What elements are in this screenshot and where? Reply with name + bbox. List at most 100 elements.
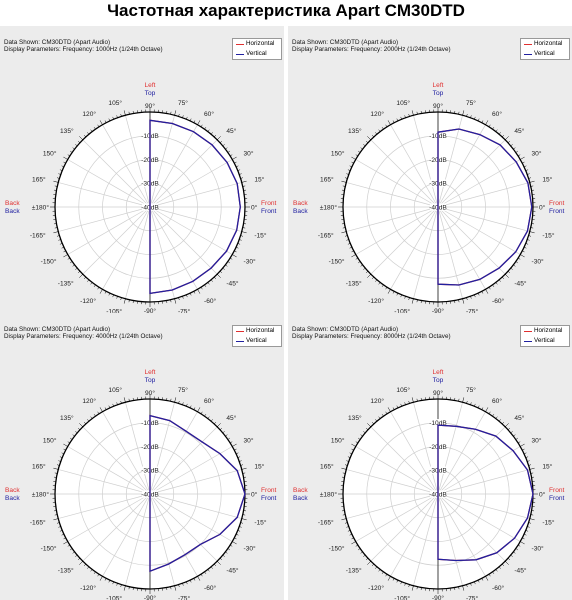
angle-tick — [178, 584, 180, 588]
angle-tick — [510, 431, 513, 434]
angle-tick — [488, 124, 491, 128]
angle-tick — [510, 144, 513, 147]
angle-tick — [53, 467, 59, 470]
angle-tick — [458, 398, 460, 402]
angle-tick — [213, 276, 217, 280]
angle-label: 105° — [396, 99, 410, 107]
angle-tick — [200, 411, 203, 415]
angle-tick — [408, 584, 410, 588]
angle-label: 45° — [226, 127, 236, 135]
angle-tick — [365, 270, 369, 274]
angle-tick — [371, 134, 375, 138]
angle-tick — [69, 261, 73, 264]
angle-tick — [411, 397, 414, 403]
angle-tick — [357, 261, 361, 264]
angle-tick — [477, 118, 480, 122]
angle-tick — [488, 573, 491, 577]
angle-tick — [510, 554, 513, 557]
angle-tick — [346, 173, 349, 175]
angle-label: 120° — [370, 397, 384, 405]
legend-item-horizontal: Horizontal — [233, 327, 281, 336]
angle-tick — [507, 270, 511, 274]
angle-label: 105° — [108, 99, 122, 107]
angle-tick — [77, 270, 81, 274]
angle-tick — [515, 437, 519, 440]
angle-label: 165° — [32, 462, 46, 470]
direction-label-left: Left — [433, 369, 444, 376]
angle-tick — [116, 583, 118, 586]
angle-tick — [400, 403, 402, 407]
angle-tick — [108, 579, 111, 583]
angle-tick — [189, 292, 192, 296]
angle-tick — [213, 134, 217, 138]
angle-tick — [63, 254, 68, 258]
legend-swatch — [524, 341, 532, 342]
angle-tick — [355, 257, 359, 260]
angle-tick — [240, 522, 244, 524]
polar-chart-panel: Data Shown: CM30DTD (Apart Audio) Display… — [288, 313, 572, 600]
angle-tick — [474, 403, 476, 407]
angle-tick — [523, 452, 527, 455]
angle-label: -90° — [144, 594, 157, 600]
angle-tick — [90, 416, 93, 419]
angle-tick — [341, 180, 347, 183]
angle-label: 15° — [254, 462, 264, 470]
angle-label: ±180° — [320, 203, 338, 211]
angle-tick — [375, 132, 378, 135]
angle-tick — [53, 180, 59, 183]
angle-tick — [400, 581, 402, 585]
angle-tick — [527, 460, 530, 462]
angle-tick — [378, 416, 381, 419]
angle-tick — [522, 161, 525, 164]
angle-tick — [90, 569, 93, 572]
display-parameters-text: Display Parameters: Frequency: 2000Hz (1… — [292, 46, 451, 53]
angle-tick — [93, 126, 96, 130]
direction-label-front: Front — [549, 208, 565, 215]
angle-label: -15° — [254, 231, 267, 239]
angle-label: -150° — [329, 544, 345, 552]
angle-tick — [375, 566, 378, 569]
angle-tick — [216, 423, 221, 428]
angle-tick — [367, 560, 372, 565]
angle-tick — [525, 169, 529, 171]
angle-label: -45° — [226, 567, 239, 575]
angle-tick — [416, 398, 418, 402]
angle-label: -105° — [106, 595, 122, 600]
angle-label: -75° — [178, 308, 191, 313]
angle-label: -15° — [254, 518, 267, 526]
angle-tick — [342, 185, 346, 187]
angle-tick — [351, 250, 354, 253]
angle-tick — [346, 239, 349, 241]
angle-tick — [97, 573, 100, 577]
angle-label: -30° — [532, 257, 545, 265]
angle-tick — [367, 273, 372, 278]
angle-label: -135° — [346, 280, 362, 288]
polar-chart-panel: Data Shown: CM30DTD (Apart Audio) Display… — [0, 313, 284, 600]
angle-tick — [99, 120, 103, 125]
legend-item-vertical: Vertical — [521, 50, 569, 59]
angle-tick — [72, 551, 75, 554]
angle-label: 45° — [226, 414, 236, 422]
angle-tick — [530, 472, 534, 474]
angle-tick — [237, 243, 241, 245]
angle-label: -45° — [514, 567, 527, 575]
angle-tick — [344, 522, 348, 524]
angle-label: -120° — [368, 584, 384, 592]
angle-tick — [241, 180, 247, 183]
polar-chart-panel: Data Shown: CM30DTD (Apart Audio) Display… — [0, 26, 284, 313]
angle-tick — [186, 116, 188, 120]
angle-label: 60° — [492, 110, 502, 118]
angle-label: -45° — [514, 280, 527, 288]
angle-tick — [363, 267, 366, 270]
angle-tick — [58, 460, 61, 462]
angle-tick — [513, 434, 516, 437]
angle-tick — [239, 239, 242, 241]
angle-tick — [204, 126, 207, 130]
angle-tick — [396, 292, 399, 296]
angle-tick — [371, 276, 375, 280]
angle-tick — [371, 421, 375, 425]
angle-tick — [347, 169, 351, 171]
angle-tick — [90, 129, 93, 132]
angle-tick — [210, 566, 213, 569]
angle-tick — [99, 407, 103, 412]
